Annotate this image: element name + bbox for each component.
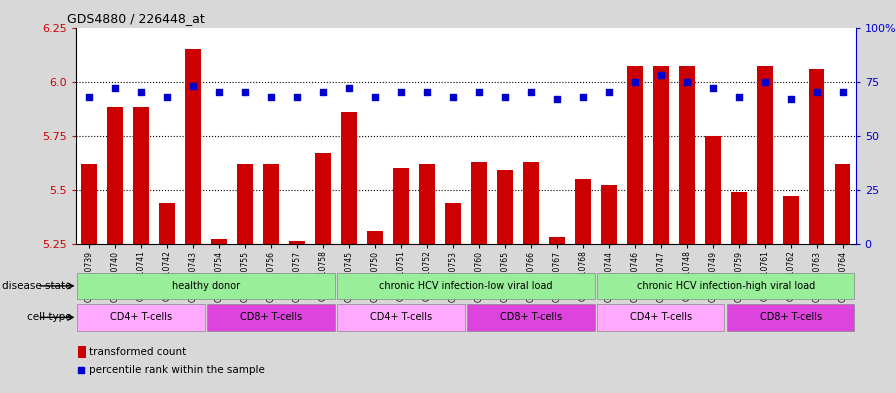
Bar (82, 163, 97, 244)
Text: transformed count: transformed count (89, 347, 186, 357)
Point (524, 89, 538, 95)
Bar (159, 202, 175, 244)
Text: chronic HCV infection-low viral load: chronic HCV infection-low viral load (379, 281, 553, 291)
Bar (731, 192, 746, 244)
Bar (467, 304, 595, 331)
Point (212, 89, 227, 95)
Point (160, 94, 175, 100)
Bar (627, 66, 642, 244)
Text: CD8+ T-cells: CD8+ T-cells (240, 312, 302, 322)
Bar (263, 163, 279, 244)
Bar (134, 107, 149, 244)
Bar (77, 273, 335, 299)
Text: CD8+ T-cells: CD8+ T-cells (760, 312, 822, 322)
Point (472, 89, 487, 95)
Bar (809, 68, 824, 244)
Point (290, 94, 305, 100)
Bar (337, 273, 595, 299)
Point (732, 94, 746, 100)
Bar (207, 304, 335, 331)
Bar (367, 231, 383, 244)
Bar (185, 49, 201, 244)
Text: percentile rank within the sample: percentile rank within the sample (89, 365, 264, 375)
Bar (211, 239, 227, 244)
Bar (497, 170, 513, 244)
Point (342, 85, 357, 91)
Bar (783, 196, 798, 244)
Bar (108, 107, 123, 244)
Text: CD4+ T-cells: CD4+ T-cells (630, 312, 692, 322)
Point (238, 89, 253, 95)
Bar (289, 241, 305, 244)
Point (784, 95, 798, 102)
Point (186, 83, 201, 89)
Point (264, 94, 279, 100)
Point (758, 78, 772, 84)
Point (628, 78, 642, 84)
Bar (337, 304, 465, 331)
Point (108, 85, 123, 91)
Point (654, 72, 668, 78)
Text: CD4+ T-cells: CD4+ T-cells (370, 312, 432, 322)
Text: CD4+ T-cells: CD4+ T-cells (110, 312, 172, 322)
Bar (445, 202, 461, 244)
Bar (679, 66, 694, 244)
Bar (523, 162, 538, 244)
Bar (77, 304, 205, 331)
Text: CD8+ T-cells: CD8+ T-cells (500, 312, 562, 322)
Bar (705, 136, 720, 244)
Point (446, 94, 461, 100)
Bar (78, 346, 86, 358)
Point (316, 89, 331, 95)
Bar (727, 304, 855, 331)
Point (420, 89, 435, 95)
Bar (597, 273, 855, 299)
Point (602, 89, 616, 95)
Bar (597, 304, 725, 331)
Text: healthy donor: healthy donor (172, 281, 240, 291)
Bar (653, 66, 668, 244)
Point (74, 367, 89, 373)
Bar (835, 163, 850, 244)
Bar (419, 163, 435, 244)
Bar (393, 168, 409, 244)
Point (810, 89, 824, 95)
Point (82, 94, 97, 100)
Text: chronic HCV infection-high viral load: chronic HCV infection-high viral load (637, 281, 814, 291)
Point (368, 94, 383, 100)
Text: GDS4880 / 226448_at: GDS4880 / 226448_at (67, 12, 205, 25)
Bar (471, 162, 487, 244)
Text: disease state: disease state (2, 281, 72, 291)
Text: cell type: cell type (27, 312, 72, 322)
Point (550, 95, 564, 102)
Point (498, 94, 513, 100)
Point (836, 89, 850, 95)
Bar (237, 163, 253, 244)
Point (394, 89, 409, 95)
Point (576, 94, 590, 100)
Point (680, 78, 694, 84)
Bar (341, 112, 357, 244)
Point (134, 89, 149, 95)
Bar (315, 153, 331, 244)
Bar (757, 66, 772, 244)
Point (706, 85, 720, 91)
Bar (601, 185, 616, 244)
Bar (549, 237, 564, 244)
Bar (575, 179, 590, 244)
